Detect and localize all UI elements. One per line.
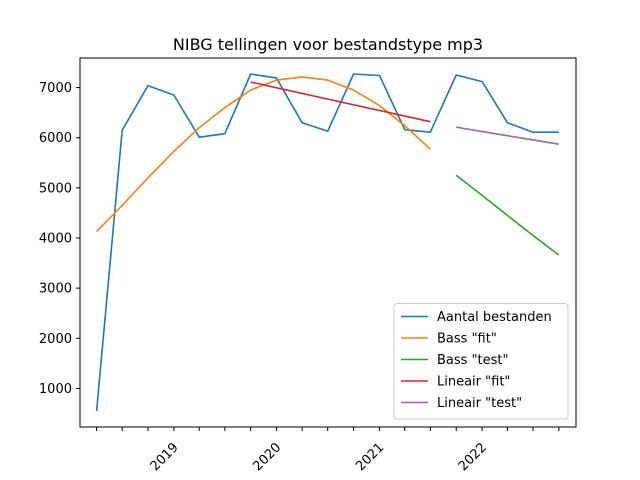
- legend-entry-label: Aantal bestanden: [437, 310, 552, 325]
- legend-entry-label: Lineair "test": [437, 396, 522, 411]
- series-line-4: [456, 126, 559, 145]
- series-line-2: [455, 174, 560, 256]
- y-tick-label: 2000: [39, 332, 72, 347]
- y-tick-label: 7000: [39, 81, 72, 96]
- x-tick-label: 2020: [250, 440, 284, 474]
- y-tick-label: 6000: [39, 131, 72, 146]
- x-tick-label: 2021: [353, 440, 387, 474]
- legend-entry-label: Bass "test": [437, 353, 509, 368]
- x-axis: 2019 2020 2021 2022: [96, 427, 560, 474]
- series-lines: [95, 73, 560, 412]
- y-axis: 1000 2000 3000 4000 5000 6000 7000: [39, 81, 80, 397]
- series-line-1: [96, 76, 431, 233]
- legend: Aantal bestanden Bass "fit" Bass "test" Lin…: [393, 303, 569, 420]
- series-line-0: [95, 73, 559, 412]
- y-tick-label: 4000: [39, 231, 72, 246]
- series-line-3: [250, 81, 431, 123]
- y-tick-label: 1000: [39, 382, 72, 397]
- y-tick-label: 3000: [39, 282, 72, 297]
- legend-box: [393, 303, 569, 420]
- legend-entry-label: Lineair "fit": [437, 375, 510, 390]
- x-tick-label: 2022: [456, 440, 490, 474]
- y-tick-label: 5000: [39, 181, 72, 196]
- x-tick-label: 2019: [148, 440, 182, 474]
- chart-title: NIBG tellingen voor bestandstype mp3: [173, 35, 483, 54]
- legend-entry-label: Bass "fit": [437, 332, 497, 347]
